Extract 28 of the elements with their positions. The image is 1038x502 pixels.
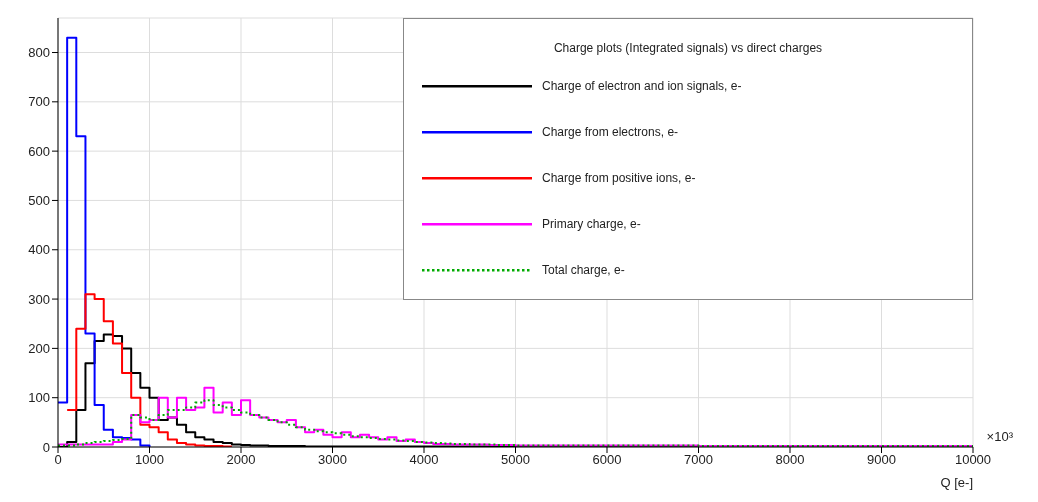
x-tick-label: 10000 — [954, 452, 992, 468]
x-tick-label: 2000 — [226, 452, 256, 468]
y-tick-label: 800 — [28, 45, 50, 61]
x-tick-label: 1000 — [135, 452, 164, 468]
legend-label: Total charge, e- — [542, 263, 625, 277]
x-tick-label: 7000 — [684, 452, 713, 468]
legend-title: Charge plots (Integrated signals) vs direct charges — [552, 41, 824, 55]
x-tick-label: 4000 — [409, 452, 439, 468]
y-tick-label: 200 — [28, 340, 50, 356]
x-tick-label: 9000 — [867, 452, 896, 468]
legend-label: Charge of electron and ion signals, e- — [542, 79, 742, 93]
x-tick-label: 5000 — [501, 452, 530, 468]
legend-label: Primary charge, e- — [542, 217, 641, 231]
x-tick-label: 6000 — [592, 452, 622, 468]
y-tick-label: 600 — [28, 143, 50, 159]
y-tick-label: 700 — [28, 94, 50, 110]
x-tick-label: 8000 — [775, 452, 805, 468]
text: ×10³ — [986, 429, 1013, 444]
y-tick-label: 0 — [42, 439, 50, 455]
legend-label: Charge from electrons, e- — [542, 125, 679, 139]
y-tick-label: 500 — [28, 193, 50, 209]
y-tick-label: 100 — [28, 390, 50, 406]
y-tick-label: 300 — [28, 291, 50, 307]
x-axis-title: Q [e-] — [940, 475, 973, 490]
y-tick-label: 400 — [28, 242, 50, 258]
legend-label: Charge from positive ions, e- — [542, 171, 696, 185]
x-tick-label: 0 — [54, 452, 62, 468]
x-tick-label: 3000 — [318, 452, 347, 468]
